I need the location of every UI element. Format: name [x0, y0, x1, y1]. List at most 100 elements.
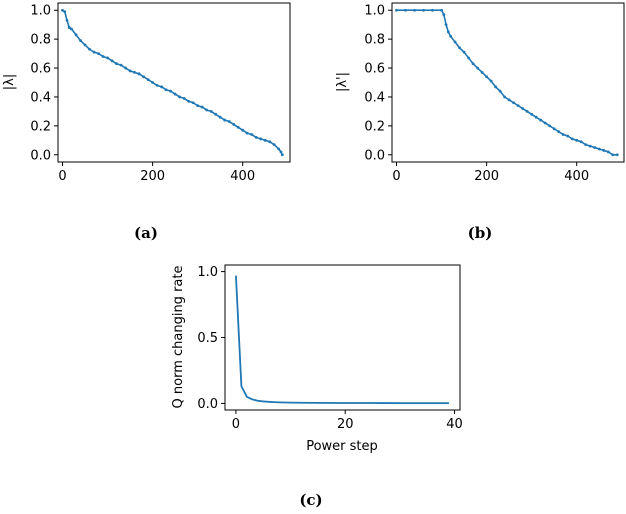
point-b-41	[593, 146, 597, 149]
ytick-label-a-3: 0.6	[30, 62, 51, 77]
point-a-22	[151, 81, 155, 84]
plot-frame-a	[57, 2, 291, 163]
point-b-32	[552, 127, 556, 131]
marks-b	[395, 8, 619, 157]
point-b-33	[557, 130, 561, 134]
point-a-50	[277, 147, 281, 151]
point-a-12	[106, 56, 109, 60]
point-a-49	[272, 143, 276, 147]
ticks-c: 0 20 40 0.0 0.5 1.0	[197, 265, 462, 432]
point-a-16	[124, 66, 127, 70]
point-a-46	[259, 137, 263, 141]
point-b-17	[485, 75, 489, 79]
point-a-9	[92, 50, 96, 54]
point-b-36	[570, 137, 574, 141]
ytick-label-a-4: 0.8	[30, 33, 51, 48]
point-b-12	[462, 50, 466, 54]
point-a-28	[178, 95, 182, 99]
point-a-15	[119, 63, 123, 67]
ylabel-b: |λ'|	[335, 72, 350, 92]
point-a-36	[214, 112, 218, 116]
point-b-19	[494, 85, 498, 89]
ytick-label-c-2: 1.0	[197, 265, 218, 280]
panel-a: |λ| 0 200 400 0.0 0.2 0.4 0.6 0.8 1.0	[2, 2, 291, 184]
point-b-34	[561, 133, 565, 136]
ytick-label-b-0: 0.0	[364, 148, 385, 163]
point-a-33	[200, 105, 204, 109]
ytick-label-a-5: 1.0	[30, 4, 51, 19]
point-b-29	[539, 118, 543, 122]
point-a-37	[218, 115, 222, 119]
point-a-27	[173, 92, 177, 96]
point-a-45	[254, 136, 258, 139]
point-a-40	[232, 123, 236, 126]
point-b-10	[453, 40, 457, 44]
point-b-39	[584, 143, 588, 147]
point-a-52	[280, 153, 284, 157]
point-a-24	[160, 85, 164, 89]
point-a-39	[227, 120, 231, 123]
point-a-44	[250, 133, 254, 136]
point-a-20	[142, 75, 145, 79]
point-a-11	[101, 55, 105, 58]
ytick-label-a-0: 0.0	[30, 148, 51, 163]
point-a-25	[164, 88, 168, 92]
panel-b: |λ'| 0 200 400 0.0 0.2 0.4 0.6 0.8 1.0	[335, 2, 625, 184]
point-b-20	[498, 89, 502, 93]
point-b-26	[525, 110, 529, 113]
xtick-label-c-1: 20	[337, 417, 354, 432]
ticks-a: 0 200 400 0.0 0.2 0.4 0.6 0.8 1.0	[30, 4, 255, 184]
series-trace-b	[396, 9, 618, 156]
xtick-label-c-2: 40	[446, 417, 463, 432]
point-b-24	[516, 104, 520, 108]
ytick-label-b-4: 0.8	[364, 33, 385, 48]
ytick-label-c-0: 0.0	[197, 397, 218, 412]
ytick-label-b-5: 1.0	[364, 4, 385, 19]
point-a-23	[155, 83, 159, 87]
point-a-29	[182, 97, 186, 100]
series-line-c	[235, 275, 450, 405]
caption-b: (b)	[468, 224, 493, 242]
point-b-15	[476, 66, 479, 70]
point-a-19	[137, 72, 141, 76]
ytick-label-b-2: 0.4	[364, 90, 385, 105]
point-a-10	[97, 52, 100, 55]
point-b-25	[521, 107, 525, 110]
point-a-51	[279, 150, 283, 154]
point-a-17	[128, 69, 132, 73]
point-b-45	[611, 153, 615, 157]
point-a-30	[187, 99, 191, 103]
series-trace-a	[62, 9, 284, 156]
point-a-41	[236, 125, 240, 129]
point-b-21	[503, 95, 507, 99]
point-a-31	[191, 101, 195, 105]
point-a-26	[169, 89, 173, 93]
xtick-label-c-0: 0	[232, 417, 240, 432]
point-b-43	[602, 149, 606, 152]
point-a-6	[79, 39, 82, 42]
ytick-label-a-1: 0.2	[30, 119, 51, 134]
point-b-30	[543, 121, 547, 125]
point-a-18	[133, 70, 136, 74]
point-b-3	[422, 8, 425, 12]
point-b-46	[615, 153, 619, 157]
point-a-32	[196, 104, 200, 108]
xtick-label-a-2: 400	[230, 169, 255, 184]
point-b-27	[530, 112, 534, 116]
xtick-label-a-0: 0	[58, 169, 66, 184]
caption-a: (a)	[134, 224, 158, 242]
point-b-18	[489, 79, 493, 83]
xtick-label-b-2: 400	[564, 169, 589, 184]
ylabel-a: |λ|	[2, 74, 17, 90]
point-b-13	[467, 56, 470, 60]
point-a-8	[88, 47, 91, 51]
point-a-38	[223, 118, 227, 122]
marks-a	[61, 8, 284, 157]
point-a-43	[245, 131, 249, 135]
point-b-8	[446, 30, 450, 34]
point-b-31	[548, 124, 552, 128]
point-b-6	[442, 13, 446, 16]
point-a-4	[70, 27, 73, 31]
point-b-9	[449, 34, 452, 38]
